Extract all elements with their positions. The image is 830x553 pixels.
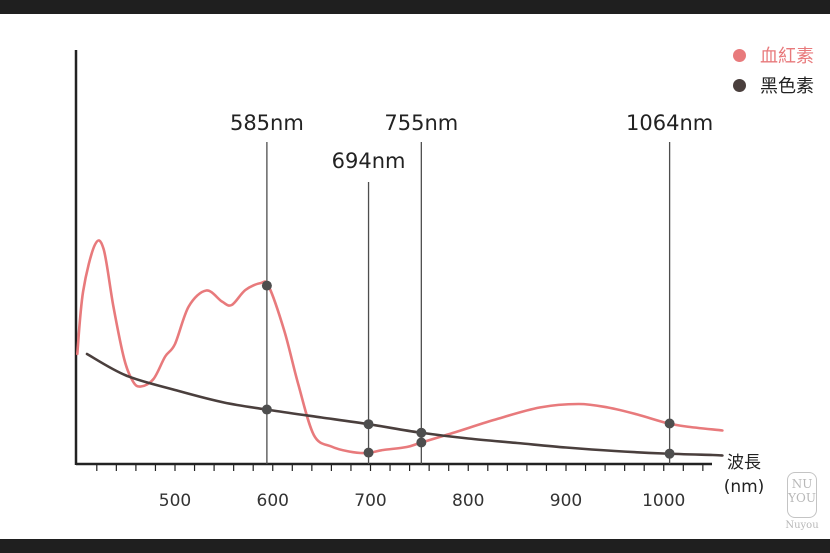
watermark-name: Nuyou xyxy=(785,520,819,531)
marker-label: 1064nm xyxy=(626,111,713,135)
x-tick-label: 600 xyxy=(257,491,289,511)
legend-dot-melanin xyxy=(733,78,746,92)
intersection-point xyxy=(416,427,427,438)
x-axis-label: 波長 xyxy=(727,453,761,473)
x-tick-label: 500 xyxy=(159,491,191,511)
intersection-point xyxy=(363,447,374,458)
x-axis-label: (nm) xyxy=(724,477,765,497)
chart-legend: 血紅素 黑色素 xyxy=(733,40,814,100)
watermark-mark-bottom: YOU xyxy=(788,491,816,505)
intersection-point xyxy=(664,418,675,429)
legend-label-melanin: 黑色素 xyxy=(760,76,814,97)
chart-canvas: 500 600 700 800 900 1000 波長 (nm) 585nm 694nm 755nm… xyxy=(0,14,830,539)
intersection-point xyxy=(416,437,427,448)
legend-label-hemoglobin: 血紅素 xyxy=(760,46,814,67)
marker-label: 755nm xyxy=(384,111,458,135)
x-tick-label: 800 xyxy=(452,491,484,511)
x-tick-label: 900 xyxy=(550,491,582,511)
marker-label: 694nm xyxy=(332,149,406,173)
watermark-mark-top: NU xyxy=(791,477,813,491)
series-line-melanin xyxy=(85,352,724,457)
intersection-point xyxy=(363,419,374,430)
marker-label: 585nm xyxy=(230,111,304,135)
intersection-point xyxy=(261,280,272,291)
legend-dot-hemoglobin xyxy=(733,48,746,62)
intersection-point xyxy=(664,448,675,459)
x-tick-label: 700 xyxy=(354,491,386,511)
watermark-mark: NU YOU xyxy=(787,472,817,518)
legend-item-melanin: 黑色素 xyxy=(733,70,814,100)
intersection-point xyxy=(261,404,272,415)
legend-item-hemoglobin: 血紅素 xyxy=(733,40,814,70)
x-tick-label: 1000 xyxy=(642,491,685,511)
series-line-hemoglobin xyxy=(76,239,724,455)
watermark-logo: NU YOU Nuyou xyxy=(780,472,824,531)
